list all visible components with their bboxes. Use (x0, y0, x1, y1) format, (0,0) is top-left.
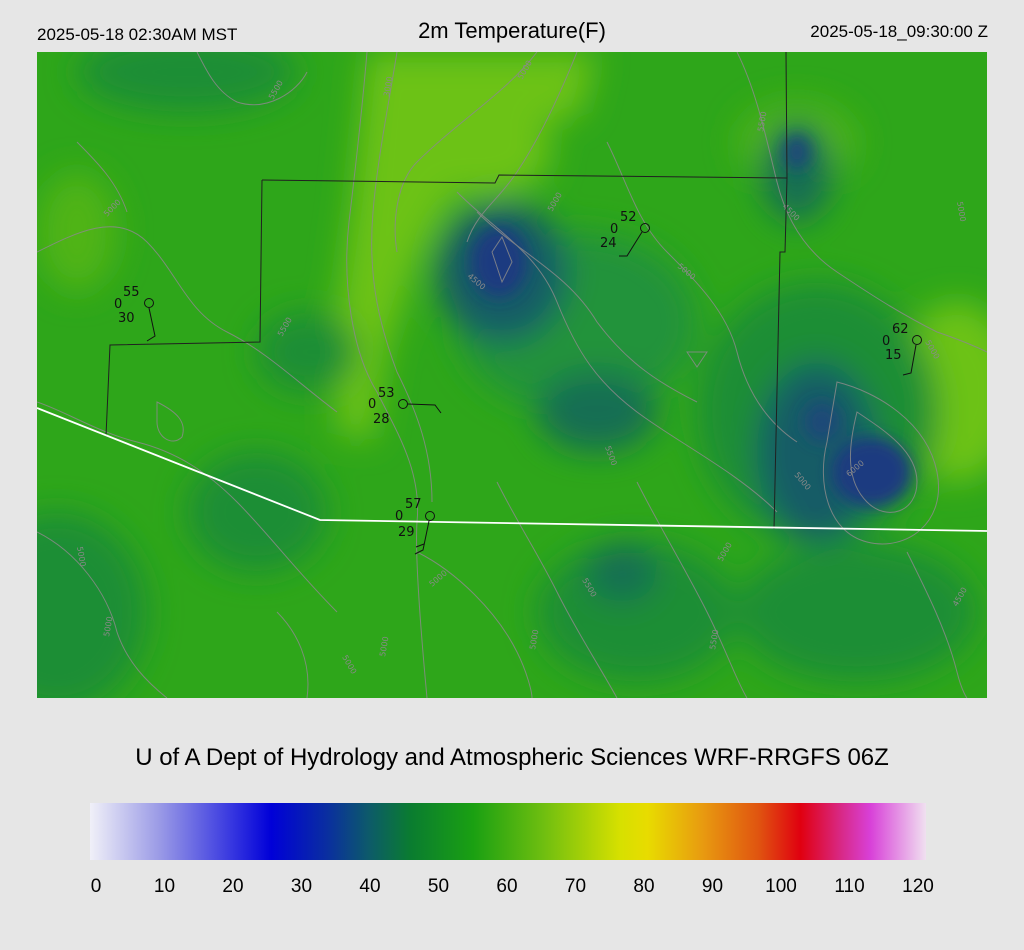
colorbar-tick-label: 90 (701, 876, 724, 897)
station-temp: 52 (620, 210, 637, 225)
station-marker (912, 335, 922, 345)
colorbar-tick-label: 70 (564, 876, 587, 897)
station-marker (144, 298, 154, 308)
colorbar-tick-label: 110 (834, 876, 865, 897)
model-credit: U of A Dept of Hydrology and Atmospheric… (135, 744, 889, 771)
station-marker (425, 511, 435, 521)
utc-time-label: 2025-05-18_09:30:00 Z (810, 22, 988, 41)
colorbar-tick-label: 100 (765, 876, 797, 897)
svg-text:5500: 5500 (708, 629, 720, 651)
station-temp: 53 (378, 386, 395, 401)
station-plots: 55 0 30 53 0 28 57 0 29 (114, 210, 922, 555)
colorbar-tick-label: 60 (496, 876, 518, 897)
elevation-contours (37, 52, 987, 698)
station-plot: 62 0 15 (882, 322, 922, 376)
svg-text:5000: 5000 (528, 629, 540, 651)
wind-barb (619, 231, 643, 257)
station-dew: 28 (373, 412, 390, 427)
station-cloud: 0 (395, 509, 403, 524)
station-temp: 57 (405, 497, 422, 512)
station-cloud: 0 (610, 222, 618, 237)
svg-text:3000: 3000 (382, 76, 394, 98)
colorbar-tick-label: 0 (90, 876, 102, 897)
station-dew: 30 (118, 311, 135, 326)
station-plot: 57 0 29 (395, 497, 435, 555)
colorbar-ticks: 0 10 20 30 40 50 60 70 80 90 100 110 120 (0, 876, 1024, 902)
station-dew: 24 (600, 236, 617, 251)
colorbar-tick-label: 30 (290, 876, 313, 897)
temperature-colorbar (90, 803, 926, 860)
station-plot: 55 0 30 (114, 285, 156, 342)
colorbar-tick-label: 50 (427, 876, 450, 897)
county-borders (105, 52, 788, 530)
wind-barb (414, 520, 430, 555)
wind-barb (407, 403, 442, 414)
colorbar-tick-label: 20 (222, 876, 244, 897)
colorbar-tick-label: 10 (153, 876, 176, 897)
colorbar-tick-label: 40 (359, 876, 381, 897)
wind-barb (146, 307, 156, 342)
station-plot: 53 0 28 (368, 386, 442, 427)
svg-text:5000: 5000 (75, 546, 87, 568)
local-time-label: 2025-05-18 02:30AM MST (37, 25, 238, 44)
wind-barb (902, 344, 917, 376)
state-boundary (37, 407, 987, 532)
colorbar-gradient (90, 803, 926, 860)
station-cloud: 0 (114, 297, 122, 312)
map-title: 2m Temperature(F) (418, 18, 606, 43)
station-dew: 15 (885, 348, 902, 363)
station-marker (640, 223, 650, 233)
station-plot: 52 0 24 (600, 210, 650, 257)
svg-text:5000: 5000 (955, 201, 967, 223)
station-temp: 55 (123, 285, 140, 300)
cold-cores (471, 134, 912, 507)
station-dew: 29 (398, 525, 415, 540)
colorbar-tick-label: 80 (633, 876, 655, 897)
colorbar-tick-label: 120 (902, 876, 934, 897)
station-cloud: 0 (368, 397, 376, 412)
svg-text:5000: 5000 (102, 616, 114, 638)
station-marker (398, 399, 408, 409)
station-cloud: 0 (882, 334, 890, 349)
svg-text:5000: 5000 (378, 636, 390, 658)
station-temp: 62 (892, 322, 909, 337)
temperature-map: 5000 5000 5500 3000 5000 4500 5000 4500 … (37, 52, 987, 698)
svg-text:5500: 5500 (756, 111, 768, 133)
